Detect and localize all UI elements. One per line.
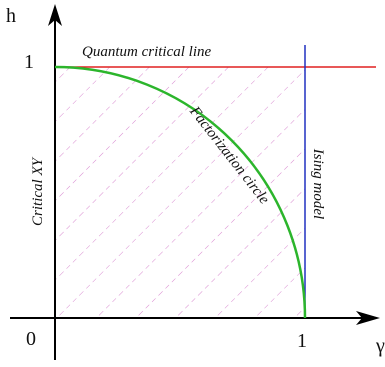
top-label: Quantum critical line (82, 44, 211, 60)
x-axis-label: γ (375, 335, 385, 357)
x-arrow (356, 311, 380, 325)
hatched-region (55, 67, 305, 318)
right-label: Ising model (310, 148, 326, 219)
origin-label: 0 (26, 328, 36, 350)
factorization-circle (54, 65, 307, 319)
y-axis-label: h (6, 5, 16, 27)
x-one-label: 1 (297, 330, 307, 352)
left-label: Critical XY (30, 156, 46, 226)
y-arrow (48, 4, 62, 26)
y-one-label: 1 (24, 51, 34, 73)
